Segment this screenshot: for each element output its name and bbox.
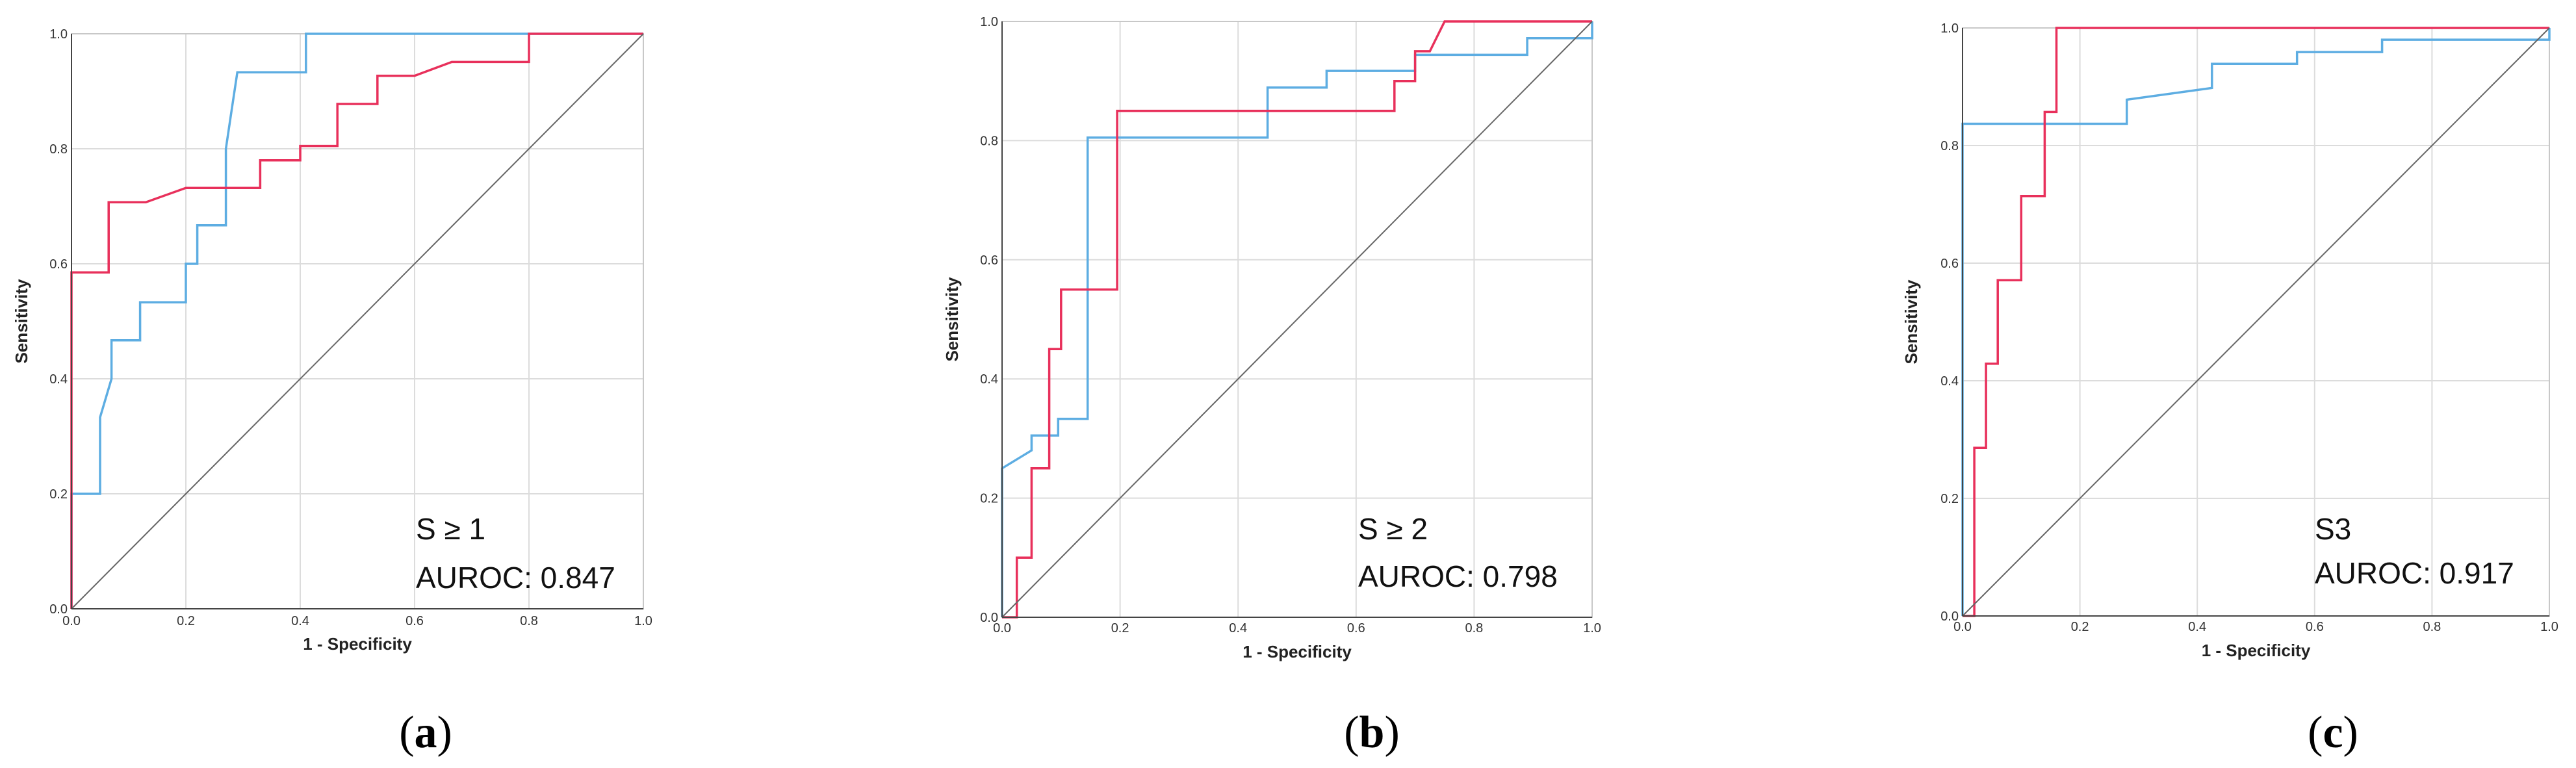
- roc-line-red-c: [1963, 27, 2549, 617]
- x-tick-label-a-1: 0.2: [177, 614, 195, 628]
- annotation-subset-a: S ≥ 1: [416, 512, 485, 546]
- x-tick-label-b-0: 0.0: [993, 621, 1011, 635]
- x-tick-label-c-3: 0.6: [2306, 620, 2324, 634]
- roc-line-blue-a: [70, 32, 643, 609]
- annotation-auroc-c: AUROC: 0.917: [2315, 556, 2514, 590]
- roc-chart-b: 0.0 0.2 0.4 0.6 0.8 1.0 0.0 0.2 0.4 0.6 0.8 1.0 1 - …: [942, 15, 1601, 661]
- y-tick-label-a-3: 0.6: [49, 257, 68, 272]
- roc-chart-a: 0.0 0.2 0.4 0.6 0.8 1.0 0.0 0.2 0.4 0.6 0.8 1.0 1 - …: [12, 27, 652, 654]
- panel-label-b: (b): [1344, 708, 1400, 758]
- roc-line-red-b: [1002, 20, 1592, 619]
- y-tick-label-a-5: 1.0: [49, 27, 68, 42]
- x-tick-label-b-1: 0.2: [1111, 621, 1129, 635]
- x-axis-label-c: 1 - Specificity: [2202, 641, 2311, 660]
- y-axis-label-c: Sensitivity: [1901, 279, 1921, 365]
- x-tick-label-c-1: 0.2: [2071, 620, 2089, 634]
- x-tick-label-b-2: 0.4: [1229, 621, 1247, 635]
- y-tick-label-c-0: 0.0: [1940, 609, 1959, 624]
- roc-line-blue-c: [1961, 28, 2551, 616]
- y-axis-label-a: Sensitivity: [12, 279, 31, 364]
- roc-line-red-a: [70, 32, 643, 609]
- x-axis-label-a: 1 - Specificity: [303, 634, 412, 654]
- x-tick-label-a-3: 0.6: [406, 614, 424, 628]
- roc-line-reference-b: [1001, 21, 1593, 618]
- x-tick-label-a-4: 0.8: [520, 614, 538, 628]
- annotation-subset-c: S3: [2315, 512, 2351, 546]
- panel-label-a: (a): [399, 708, 452, 758]
- y-tick-label-c-5: 1.0: [1940, 21, 1959, 36]
- roc-line-reference-c: [1962, 27, 2550, 617]
- x-tick-label-b-4: 0.8: [1465, 621, 1483, 635]
- roc-line-blue-b: [1001, 21, 1593, 617]
- y-tick-label-c-3: 0.6: [1940, 257, 1959, 271]
- y-tick-label-c-2: 0.4: [1940, 374, 1959, 389]
- y-tick-label-b-5: 1.0: [980, 15, 998, 29]
- x-tick-label-c-2: 0.4: [2188, 620, 2206, 634]
- x-tick-label-b-3: 0.6: [1347, 621, 1365, 635]
- y-tick-label-b-0: 0.0: [980, 611, 998, 625]
- y-tick-label-c-1: 0.2: [1940, 492, 1959, 506]
- y-tick-label-a-4: 0.8: [49, 142, 68, 157]
- x-tick-label-a-5: 1.0: [634, 614, 652, 628]
- x-tick-label-a-0: 0.0: [62, 614, 81, 628]
- y-tick-label-b-3: 0.6: [980, 253, 998, 268]
- panel-label-c: (c): [2308, 708, 2358, 758]
- annotation-auroc-b: AUROC: 0.798: [1358, 559, 1558, 593]
- annotation-auroc-a: AUROC: 0.847: [416, 561, 615, 595]
- x-tick-label-b-5: 1.0: [1583, 621, 1601, 635]
- y-tick-label-b-2: 0.4: [980, 372, 998, 387]
- x-tick-label-a-2: 0.4: [291, 614, 309, 628]
- y-tick-label-b-1: 0.2: [980, 492, 998, 506]
- annotation-subset-b: S ≥ 2: [1358, 512, 1428, 546]
- x-tick-label-c-5: 1.0: [2540, 620, 2558, 634]
- x-tick-label-c-4: 0.8: [2423, 620, 2441, 634]
- roc-chart-c: 0.0 0.2 0.4 0.6 0.8 1.0 0.0 0.2 0.4 0.6 0.8 1.0 1 - …: [1901, 21, 2558, 660]
- roc-line-reference-a: [71, 33, 644, 609]
- y-tick-label-a-0: 0.0: [49, 602, 68, 617]
- y-tick-label-a-1: 0.2: [49, 487, 68, 502]
- y-tick-label-b-4: 0.8: [980, 134, 998, 148]
- x-axis-label-b: 1 - Specificity: [1243, 642, 1352, 661]
- y-tick-label-a-2: 0.4: [49, 372, 68, 387]
- x-tick-label-c-0: 0.0: [1953, 620, 1972, 634]
- y-tick-label-c-4: 0.8: [1940, 139, 1959, 153]
- y-axis-label-b: Sensitivity: [942, 277, 962, 362]
